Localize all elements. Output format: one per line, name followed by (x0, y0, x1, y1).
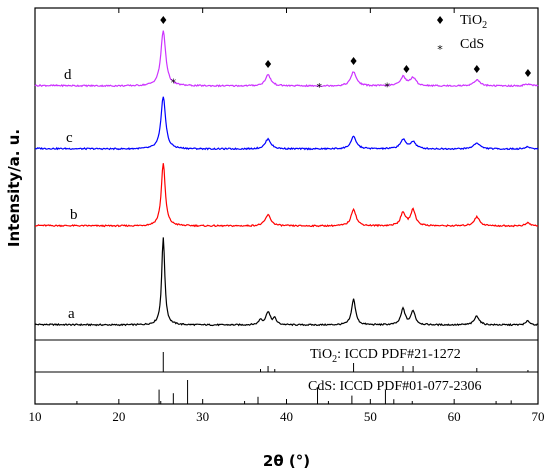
x-tick-label: 20 (112, 409, 125, 424)
legend-label: CdS (460, 37, 484, 52)
cds-peak-marker: * (316, 81, 322, 94)
tio2-peak-marker: ♦ (472, 63, 482, 76)
tio2-peak-marker: ♦ (349, 55, 359, 68)
x-tick-label: 60 (448, 409, 461, 424)
x-tick-label: 10 (29, 409, 42, 424)
legend-symbol: * (437, 43, 443, 56)
series-label-b: b (70, 207, 78, 223)
tio2-peak-marker: ♦ (263, 58, 273, 71)
series-line-b (35, 163, 539, 228)
tio2-peak-marker: ♦ (401, 63, 411, 76)
series-line-a (34, 237, 539, 327)
x-tick-label: 70 (532, 409, 545, 424)
tio2-peak-marker: ♦ (523, 67, 533, 80)
series-label-d: d (64, 67, 72, 83)
tio2-peak-marker: ♦ (158, 14, 168, 27)
series-line-c (34, 96, 539, 151)
plot-frame (34, 7, 539, 405)
y-axis-title: Intensity/a. u. (5, 129, 23, 247)
x-tick-label: 50 (364, 409, 377, 424)
legend-label: TiO2 (460, 13, 487, 31)
series-line-d (34, 30, 539, 88)
x-tick-label: 30 (196, 409, 209, 424)
x-tick-label: 40 (280, 409, 293, 424)
x-axis-title: 2θ (°) (263, 452, 310, 470)
reference-label: TiO2: ICCD PDF#21-1272 (310, 347, 461, 365)
reference-label: CdS: ICCD PDF#01-077-2306 (308, 379, 481, 394)
cds-peak-marker: * (384, 80, 390, 93)
series-label-c: c (66, 130, 73, 146)
series-label-a: a (68, 306, 75, 322)
cds-peak-marker: * (171, 77, 177, 90)
legend-symbol: ♦ (435, 14, 445, 27)
